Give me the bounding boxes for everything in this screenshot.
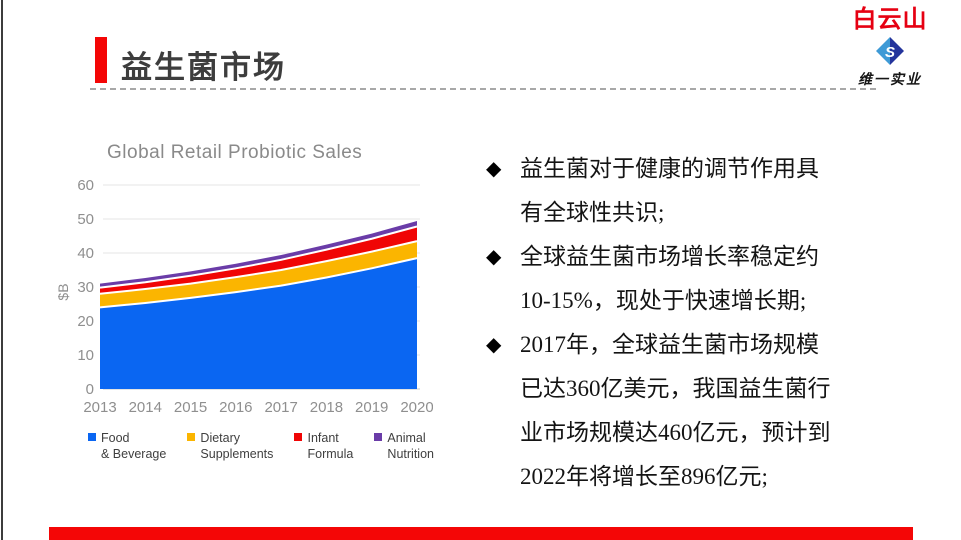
- bullet-diamond-icon: ◆: [486, 158, 502, 180]
- legend-label: Dietary Supplements: [200, 431, 274, 462]
- bullet-line: 有全球性共识;: [520, 200, 665, 225]
- legend-label: Infant Formula: [307, 431, 354, 462]
- bullet-item: ◆ 全球益生菌市场增长率稳定约 10-15%，现处于快速增长期;: [486, 235, 951, 323]
- bullet-line: 10-15%，现处于快速增长期;: [520, 288, 807, 313]
- svg-text:2019: 2019: [355, 399, 388, 416]
- bullet-line: 业市场规模达460亿元，预计到: [520, 420, 831, 445]
- svg-text:2013: 2013: [83, 399, 116, 416]
- legend-item: Dietary Supplements: [187, 430, 273, 463]
- legend-label: Food & Beverage: [101, 431, 167, 462]
- company-logo-block: 白云山 S 维一实业: [838, 6, 942, 89]
- page-title: 益生菌市场: [121, 50, 286, 85]
- footer-red-bar: [49, 527, 913, 540]
- svg-text:2020: 2020: [400, 399, 433, 416]
- bullet-list: ◆ 益生菌对于健康的调节作用具 有全球性共识; ◆ 全球益生菌市场增长率稳定约 10-15…: [486, 147, 951, 499]
- bullet-diamond-icon: ◆: [486, 246, 502, 268]
- bullet-line: 2017年，全球益生菌市场规模: [520, 332, 819, 357]
- svg-text:50: 50: [77, 211, 94, 228]
- svg-text:$B: $B: [58, 283, 71, 300]
- legend-item: Food & Beverage: [88, 430, 166, 463]
- svg-text:0: 0: [86, 381, 94, 398]
- legend-swatch: [187, 433, 196, 441]
- probiotic-chart-svg: 0 10 20 30 40 50 60 $B 2013 2014 2015 2016 2017 2018 2…: [58, 177, 433, 416]
- svg-text:20: 20: [77, 313, 94, 330]
- svg-text:2017: 2017: [264, 399, 297, 416]
- svg-text:2016: 2016: [219, 399, 252, 416]
- legend-label: Animal Nutrition: [387, 431, 434, 462]
- legend-item: Infant Formula: [294, 430, 353, 463]
- svg-text:30: 30: [77, 279, 94, 296]
- bullet-line: 已达360亿美元，我国益生菌行: [520, 376, 831, 401]
- svg-text:2014: 2014: [129, 399, 162, 416]
- chart-title: Global Retail Probiotic Sales: [107, 142, 363, 163]
- svg-text:60: 60: [77, 177, 94, 194]
- legend-item: Animal Nutrition: [374, 430, 434, 463]
- bullet-line: 益生菌对于健康的调节作用具: [520, 156, 819, 181]
- legend-swatch: [374, 433, 383, 441]
- baiyunshan-logo-text: 白云山: [852, 6, 928, 33]
- legend-swatch: [294, 433, 303, 441]
- bullet-line: 全球益生菌市场增长率稳定约: [520, 244, 819, 269]
- header-dashed-divider: [90, 88, 876, 90]
- svg-text:S: S: [885, 44, 895, 61]
- bullet-item: ◆ 益生菌对于健康的调节作用具 有全球性共识;: [486, 147, 951, 235]
- bullet-line: 2022年将增长至896亿元;: [520, 464, 768, 489]
- chart-legend: Food & Beverage Dietary Supplements Infant Fo…: [88, 430, 434, 463]
- svg-text:2018: 2018: [310, 399, 343, 416]
- company-name-text: 维一实业: [858, 73, 922, 88]
- bullet-item: ◆ 2017年，全球益生菌市场规模 已达360亿美元，我国益生菌行 业市场规模达460…: [486, 323, 951, 499]
- svg-text:10: 10: [77, 347, 94, 364]
- bullet-diamond-icon: ◆: [486, 334, 502, 356]
- legend-swatch: [88, 433, 96, 441]
- slide-left-border: [1, 0, 3, 540]
- svg-text:40: 40: [77, 245, 94, 262]
- svg-text:2015: 2015: [174, 399, 207, 416]
- diamond-logo-icon: S: [838, 35, 942, 69]
- title-accent-bar: [95, 37, 107, 83]
